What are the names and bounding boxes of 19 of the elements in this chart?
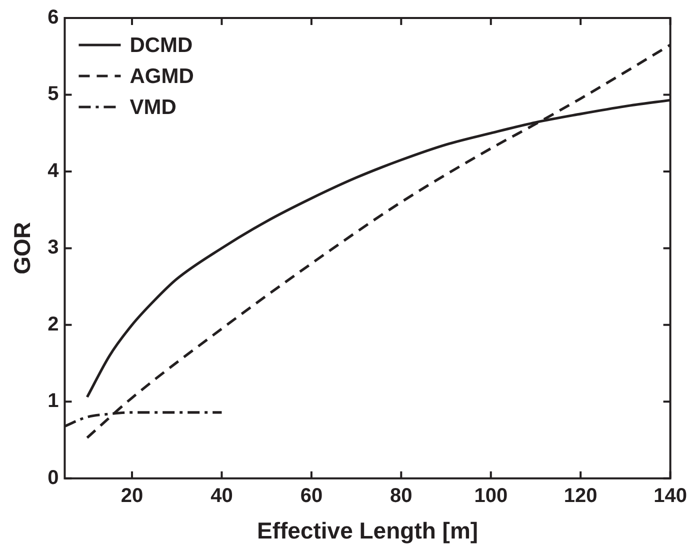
y-tick-label: 2 [48,313,59,336]
y-tick-label: 6 [48,6,59,29]
y-axis-title: GOR [9,222,36,274]
legend-label: VMD [130,96,176,119]
x-tick-label: 40 [210,484,233,507]
y-tick-label: 1 [48,390,59,412]
x-tick-label: 140 [654,484,688,507]
legend-label: AGMD [130,64,194,88]
x-tick-label: 60 [300,484,323,507]
y-tick-label: 0 [48,466,59,489]
y-tick-label: 3 [48,236,59,259]
legend-label: DCMD [130,34,193,57]
x-tick-label: 20 [120,484,144,507]
x-axis-title: Effective Length [m] [256,518,478,544]
x-tick-label: 80 [390,484,412,507]
x-tick-label: 100 [474,484,508,507]
y-tick-label: 5 [48,83,59,106]
y-tick-label: 4 [48,160,60,182]
x-tick-label: 120 [564,484,598,507]
